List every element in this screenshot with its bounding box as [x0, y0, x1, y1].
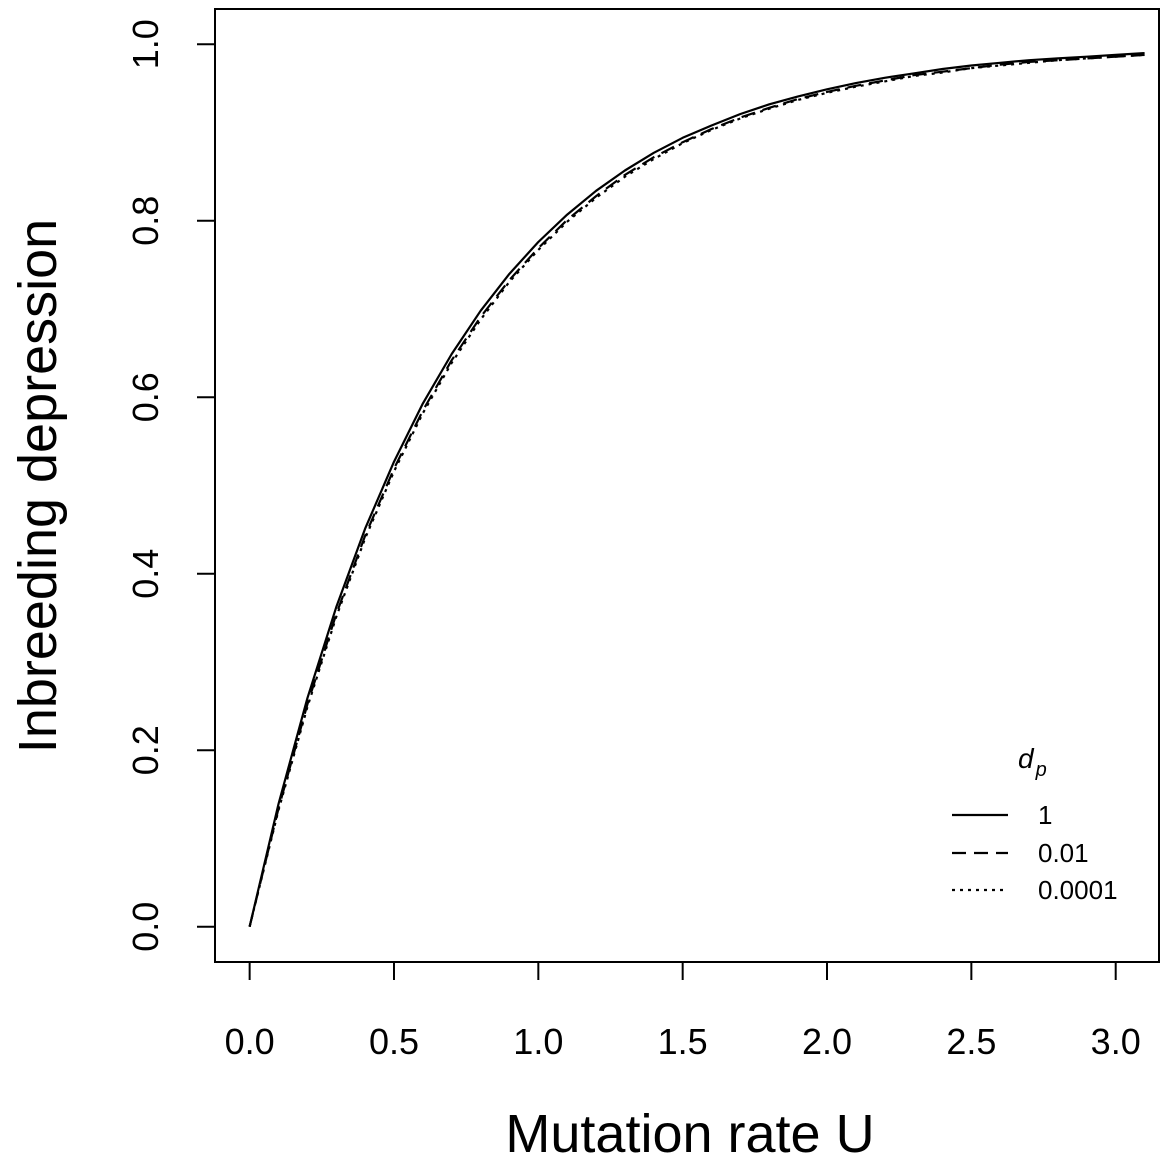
y-axis-title: Inbreeding depression: [8, 219, 68, 753]
x-tick-label: 1.5: [658, 1021, 708, 1062]
legend-title-symbol: d: [1018, 743, 1035, 774]
series-line-3: [248, 53, 1145, 927]
y-tick-label: 0.4: [125, 549, 166, 599]
legend-label-3: 0.0001: [1038, 875, 1118, 905]
plot-frame: [214, 8, 1160, 963]
legend-entries: 1 0.01 0.0001: [952, 800, 1118, 905]
x-tick-label: 0.0: [225, 1021, 275, 1062]
x-axis-title: Mutation rate U: [505, 1104, 874, 1162]
x-tick-label: 2.5: [946, 1021, 996, 1062]
y-tick-label: 1.0: [125, 19, 166, 69]
series-layer: [248, 52, 1145, 927]
y-axis: 0.0 0.2 0.4 0.6 0.8 1.0: [125, 19, 216, 952]
y-tick-label: 0.8: [125, 196, 166, 246]
x-tick-label: 3.0: [1091, 1021, 1141, 1062]
x-axis: 0.0 0.5 1.0 1.5 2.0 2.5 3.0: [225, 961, 1141, 1062]
y-tick-label: 0.2: [125, 725, 166, 775]
y-tick-label: 0.6: [125, 372, 166, 422]
legend-label-1: 1: [1038, 800, 1052, 830]
series-line-1: [248, 52, 1145, 927]
y-tick-label: 0.0: [125, 902, 166, 952]
x-tick-label: 1.0: [513, 1021, 563, 1062]
legend-title-subscript: p: [1035, 759, 1047, 781]
x-tick-label: 2.0: [802, 1021, 852, 1062]
legend-label-2: 0.01: [1038, 838, 1089, 868]
x-tick-label: 0.5: [369, 1021, 419, 1062]
series-line-2: [248, 53, 1145, 927]
